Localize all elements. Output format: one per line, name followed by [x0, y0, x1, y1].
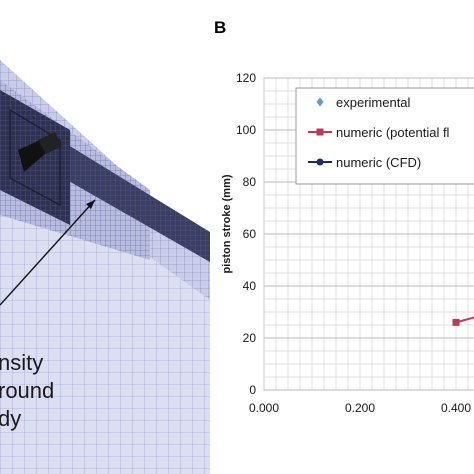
y-tick-label: 120 [236, 71, 256, 85]
legend-marker [316, 97, 324, 107]
legend-box [295, 87, 474, 185]
y-tick-label: 60 [243, 227, 257, 241]
mesh-caption-line-2: round [0, 378, 55, 403]
y-axis-label: piston stroke (mm) [221, 174, 233, 273]
line-chart: 0 20 40 60 80 100 120 0.000 0.200 0.400 piston str… [221, 71, 474, 415]
mesh-image [0, 60, 210, 474]
x-tick-label: 0.400 [441, 401, 471, 415]
y-tick-label: 40 [243, 279, 257, 293]
legend-entry: experimental [336, 95, 411, 110]
x-tick-label: 0.000 [249, 401, 279, 415]
y-tick-label: 0 [249, 383, 256, 397]
pointer-line [0, 199, 96, 306]
legend-marker [316, 158, 324, 166]
y-tick-label: 20 [243, 331, 257, 345]
panel-label: B [214, 18, 227, 37]
mesh-caption-line-1: nsity [0, 350, 44, 375]
legend-marker [316, 128, 324, 136]
mesh-caption-line-3: dy [0, 406, 22, 431]
legend-layer: experimental numeric (potential fl numeric… [295, 87, 474, 185]
x-tick-label: 0.200 [345, 401, 375, 415]
chart-panel: 0 20 40 60 80 100 120 0.000 0.200 0.400 piston str… [210, 0, 474, 474]
legend-entry: numeric (CFD) [336, 155, 421, 170]
series-line-1 [455, 316, 474, 324]
legend-entry: numeric (potential fl [336, 125, 450, 140]
y-tick-label: 80 [243, 175, 257, 189]
series-layer [452, 316, 474, 326]
data-point [452, 318, 460, 326]
mesh-panel: nsity round dy [0, 0, 210, 474]
axis-layer: 0 20 40 60 80 100 120 0.000 0.200 0.400 piston str… [221, 71, 471, 415]
y-tick-label: 100 [236, 123, 256, 137]
